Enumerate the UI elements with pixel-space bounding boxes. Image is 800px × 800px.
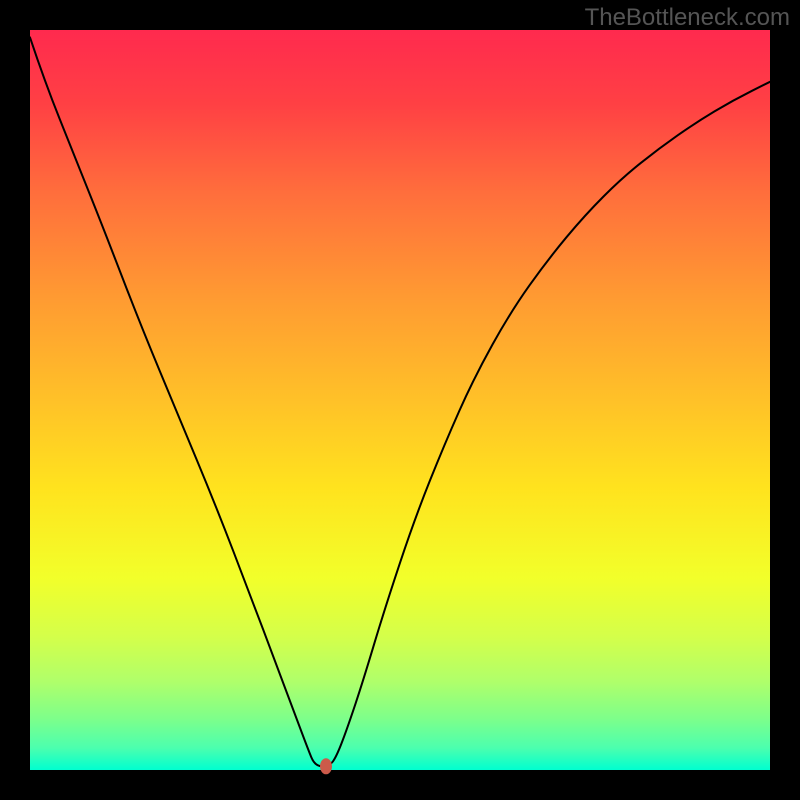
plot-svg-holder (0, 0, 800, 800)
plot-background (30, 30, 770, 770)
optimum-marker (320, 758, 332, 774)
chart-container: TheBottleneck.com (0, 0, 800, 800)
watermark-text: TheBottleneck.com (585, 4, 790, 32)
